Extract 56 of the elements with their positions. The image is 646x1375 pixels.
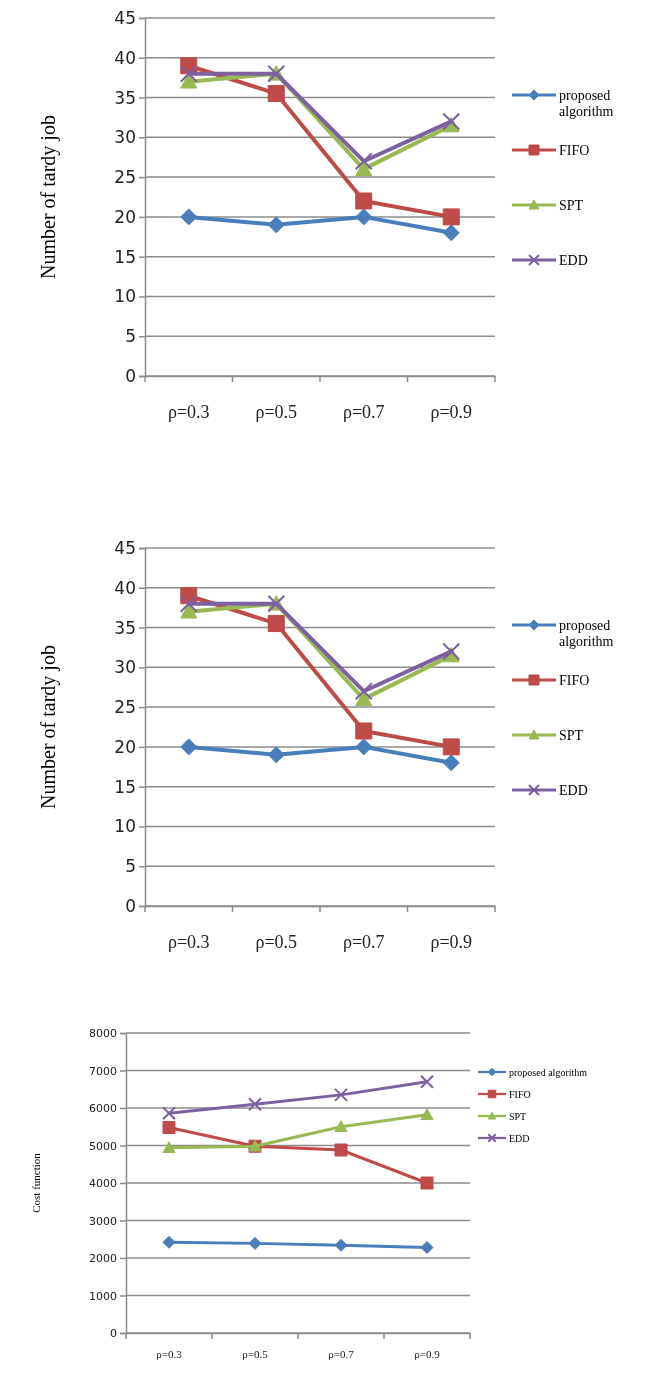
y-tick-label: 25 bbox=[114, 697, 136, 718]
legend-label: proposed algorithm bbox=[509, 1066, 588, 1078]
legend-label: EDD bbox=[559, 252, 588, 268]
y-tick-label: 35 bbox=[114, 617, 136, 638]
y-tick-label: 45 bbox=[114, 537, 136, 558]
y-tick-label: 20 bbox=[114, 736, 136, 757]
y-tick-label: 3000 bbox=[89, 1214, 117, 1228]
y-tick-label: 40 bbox=[114, 47, 136, 68]
y-tick-label: 25 bbox=[114, 167, 136, 188]
y-tick-label: 0 bbox=[125, 365, 136, 386]
y-tick-label: 5 bbox=[125, 856, 136, 877]
x-tick-label: ρ=0.5 bbox=[242, 1348, 269, 1361]
x-tick-label: ρ=0.7 bbox=[342, 401, 385, 422]
legend-label: FIFO bbox=[559, 142, 590, 158]
y-tick-label: 8000 bbox=[89, 1027, 117, 1041]
x-tick-label: ρ=0.5 bbox=[255, 931, 298, 952]
y-tick-label: 10 bbox=[114, 816, 136, 837]
y-axis-title: Cost function bbox=[30, 1152, 42, 1213]
x-tick-label: ρ=0.9 bbox=[414, 1348, 441, 1361]
y-tick-label: 7000 bbox=[89, 1064, 117, 1078]
legend-label: SPT bbox=[509, 1110, 527, 1122]
legend-label: FIFO bbox=[509, 1088, 531, 1100]
legend-label: EDD bbox=[559, 782, 588, 798]
legend-label: FIFO bbox=[559, 672, 590, 688]
x-tick-label: ρ=0.3 bbox=[167, 931, 210, 952]
y-tick-label: 5 bbox=[125, 326, 136, 347]
y-tick-label: 2000 bbox=[89, 1252, 117, 1266]
x-tick-label: ρ=0.3 bbox=[167, 401, 210, 422]
x-tick-label: ρ=0.5 bbox=[255, 401, 298, 422]
y-tick-label: 6000 bbox=[89, 1102, 117, 1116]
y-tick-label: 20 bbox=[114, 206, 136, 227]
y-tick-label: 0 bbox=[110, 1327, 117, 1341]
y-tick-label: 10 bbox=[114, 286, 136, 307]
legend-label: EDD bbox=[509, 1132, 530, 1144]
y-tick-label: 35 bbox=[114, 87, 136, 108]
x-tick-label: ρ=0.9 bbox=[430, 931, 473, 952]
y-tick-label: 40 bbox=[114, 577, 136, 598]
y-tick-label: 4000 bbox=[89, 1177, 117, 1191]
legend-label: proposed algorithm bbox=[559, 87, 614, 119]
y-tick-label: 30 bbox=[114, 127, 136, 148]
x-tick-label: ρ=0.7 bbox=[342, 931, 385, 952]
x-tick-label: ρ=0.9 bbox=[430, 401, 473, 422]
y-tick-label: 15 bbox=[114, 246, 136, 267]
y-tick-label: 45 bbox=[114, 7, 136, 28]
x-tick-label: ρ=0.3 bbox=[156, 1348, 183, 1361]
legend-label: SPT bbox=[559, 727, 584, 743]
y-axis-title: Number of tardy job bbox=[37, 115, 60, 279]
y-tick-label: 0 bbox=[125, 895, 136, 916]
y-tick-label: 15 bbox=[114, 776, 136, 797]
y-tick-label: 30 bbox=[114, 657, 136, 678]
legend-label: SPT bbox=[559, 197, 584, 213]
legend-label: proposed algorithm bbox=[559, 617, 614, 649]
y-tick-label: 5000 bbox=[89, 1139, 117, 1153]
x-tick-label: ρ=0.7 bbox=[328, 1348, 355, 1361]
y-axis-title: Number of tardy job bbox=[37, 645, 60, 809]
y-tick-label: 1000 bbox=[89, 1289, 117, 1303]
